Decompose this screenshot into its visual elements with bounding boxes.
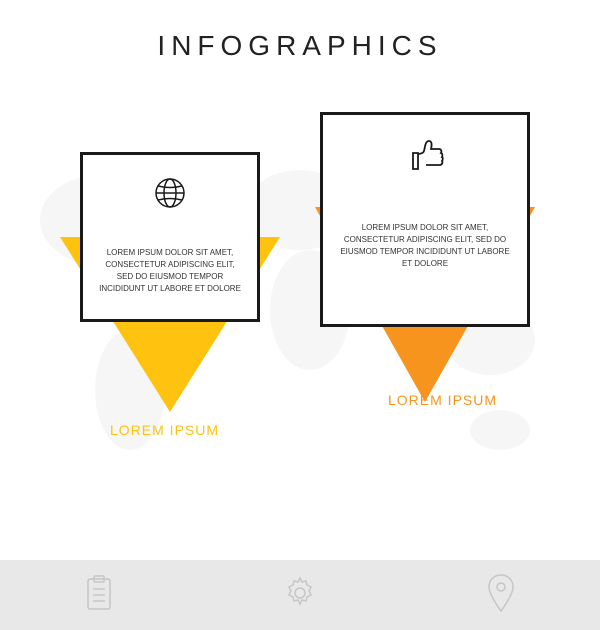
- clipboard-icon: [84, 574, 114, 617]
- card-1-body: LOREM IPSUM DOLOR SIT AMET, CONSECTETUR …: [80, 247, 260, 295]
- card-2-label: LOREM IPSUM: [388, 392, 497, 408]
- pin-icon: [486, 573, 516, 618]
- card-2-body: LOREM IPSUM DOLOR SIT AMET, CONSECTETUR …: [320, 222, 530, 270]
- gear-icon: [281, 574, 319, 617]
- page-title: INFOGRAPHICS: [0, 30, 600, 62]
- thumbs-up-icon: [323, 135, 527, 180]
- globe-icon: [83, 175, 257, 216]
- box-2: [320, 112, 530, 327]
- card-2: LOREM IPSUM DOLOR SIT AMET, CONSECTETUR …: [320, 112, 530, 327]
- footer-bar: [0, 560, 600, 630]
- box-1: [80, 152, 260, 322]
- card-1-label: LOREM IPSUM: [110, 422, 219, 438]
- card-1: LOREM IPSUM DOLOR SIT AMET, CONSECTETUR …: [80, 152, 260, 322]
